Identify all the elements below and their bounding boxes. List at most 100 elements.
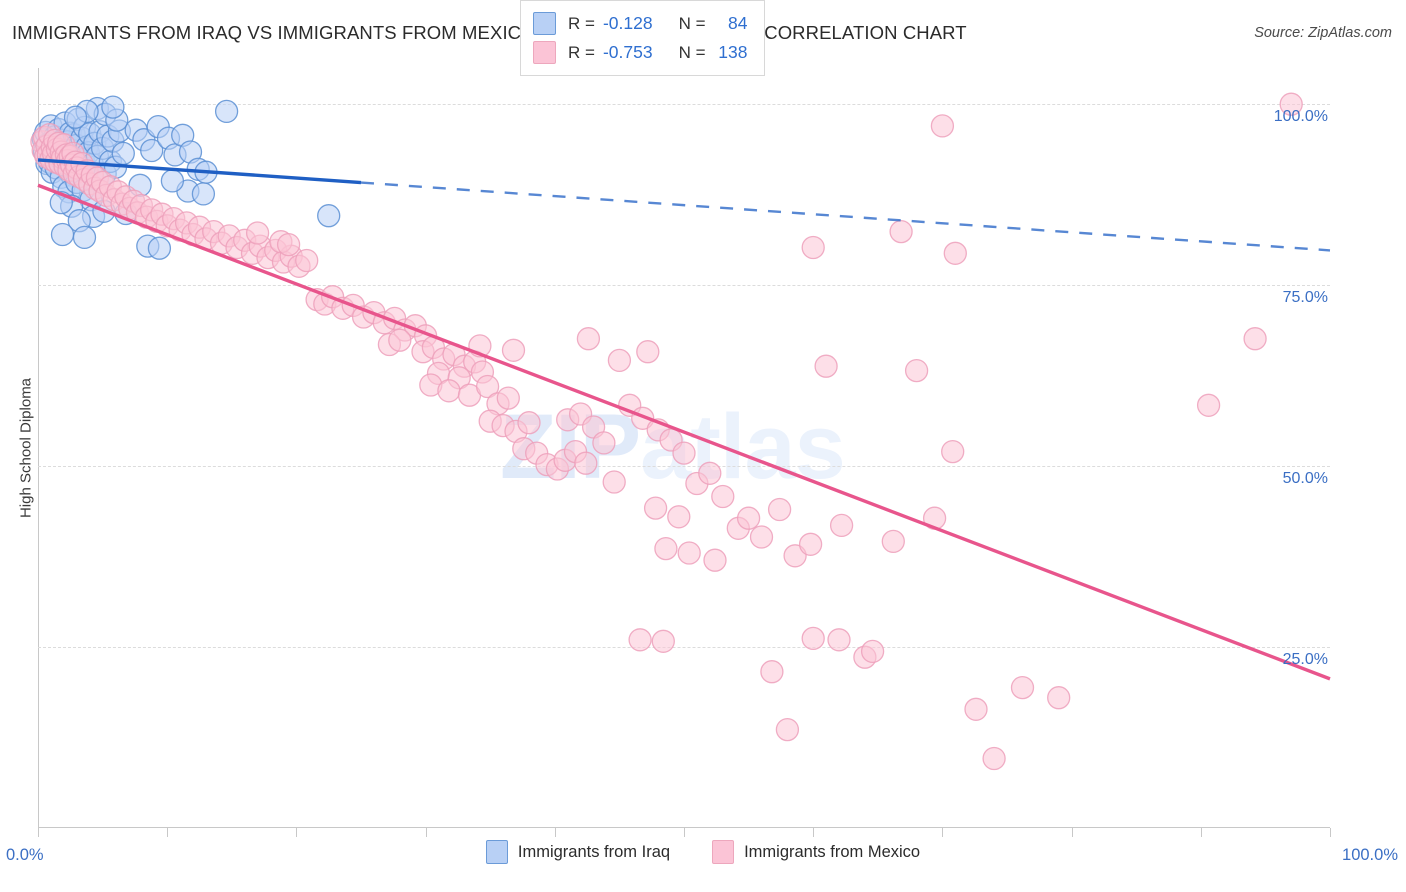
page-title: IMMIGRANTS FROM IRAQ VS IMMIGRANTS FROM …	[12, 22, 967, 43]
data-point	[783, 544, 807, 568]
data-point	[667, 505, 691, 529]
y-tick-label: 50.0%	[1282, 470, 1328, 488]
data-point	[72, 225, 97, 250]
data-point	[1010, 675, 1035, 700]
r-value-iraq: -0.128	[602, 13, 653, 33]
data-point	[245, 221, 270, 245]
x-axis-min-label: 0.0%	[6, 846, 44, 864]
data-point	[607, 348, 632, 373]
data-point	[703, 548, 727, 572]
data-point	[501, 338, 526, 362]
data-point	[628, 628, 652, 652]
data-point	[767, 497, 792, 522]
x-tick-mark	[38, 828, 39, 837]
data-point	[276, 232, 301, 257]
stats-row-iraq: R = -0.128 N = 84	[533, 9, 748, 38]
correlation-stats-box: R = -0.128 N = 84 R = -0.753 N = 138	[520, 0, 765, 76]
data-point	[711, 484, 735, 509]
data-point	[798, 532, 823, 556]
data-point	[775, 717, 800, 742]
data-point	[1196, 393, 1221, 417]
x-axis-max-label: 100.0%	[1342, 846, 1398, 864]
data-point	[592, 431, 616, 455]
data-point	[147, 236, 172, 260]
data-point	[63, 105, 88, 129]
data-point	[814, 354, 838, 378]
data-point	[943, 241, 967, 265]
legend-label-iraq: Immigrants from Iraq	[517, 842, 671, 861]
data-point	[672, 441, 696, 465]
data-point	[496, 386, 520, 410]
r-label-mexico: R =	[568, 42, 595, 62]
x-tick-mark	[684, 828, 685, 837]
swatch-iraq-icon	[533, 12, 556, 35]
n-value-iraq: 84	[728, 13, 748, 33]
y-tick-label: 100.0%	[1273, 108, 1328, 126]
x-axis-line	[38, 827, 1330, 828]
scatter-points-layer	[30, 92, 1303, 771]
data-point	[651, 629, 675, 653]
trend-line-dashed	[360, 181, 1331, 252]
x-tick-mark	[1071, 828, 1073, 837]
data-point	[1279, 92, 1303, 116]
data-point	[295, 248, 319, 273]
data-point	[1047, 686, 1071, 710]
data-point	[475, 374, 500, 399]
data-point	[827, 628, 851, 652]
data-point	[214, 99, 239, 124]
data-point	[964, 697, 988, 721]
gridline	[38, 104, 1330, 106]
legend-item-mexico[interactable]: Immigrants from Mexico	[712, 840, 920, 864]
data-point	[801, 626, 825, 651]
x-tick-mark	[942, 828, 944, 837]
data-point	[736, 506, 761, 530]
bottom-legend: Immigrants from Iraq Immigrants from Mex…	[0, 840, 1406, 864]
n-label-iraq: N =	[678, 13, 706, 33]
data-point	[930, 114, 955, 138]
data-point	[904, 358, 929, 383]
data-point	[760, 660, 784, 684]
data-point	[860, 639, 885, 664]
r-label-iraq: R =	[568, 13, 595, 33]
data-point	[643, 496, 668, 520]
legend-item-iraq[interactable]: Immigrants from Iraq	[485, 840, 671, 864]
data-point	[388, 328, 412, 352]
gridline	[38, 285, 1330, 287]
stats-row-mexico: R = -0.753 N = 138	[533, 38, 748, 67]
data-point	[677, 541, 701, 565]
data-point	[636, 340, 660, 364]
n-label-mexico: N =	[678, 42, 706, 62]
data-point	[801, 235, 825, 260]
r-value-mexico: -0.753	[602, 42, 653, 62]
x-tick-mark	[1330, 828, 1331, 837]
x-tick-mark	[1200, 828, 1202, 837]
gridline	[38, 466, 1330, 468]
source-attribution: Source: ZipAtlas.com	[1254, 25, 1392, 41]
data-point	[698, 461, 722, 485]
x-tick-mark	[296, 828, 298, 837]
y-axis-label: High School Diploma	[17, 377, 35, 519]
trend-lines-layer	[37, 158, 1331, 681]
legend-swatch-mexico-icon	[712, 840, 735, 864]
legend-swatch-iraq-icon	[485, 840, 508, 864]
x-tick-mark	[813, 828, 815, 837]
trend-line-solid	[37, 183, 1331, 681]
y-tick-label: 25.0%	[1282, 651, 1328, 669]
plot-area: High School Diploma 100.0% 75.0% 50.0% 25.0…	[18, 68, 1331, 837]
data-point	[317, 204, 341, 228]
data-point	[982, 746, 1006, 771]
data-point	[574, 451, 598, 475]
swatch-mexico-icon	[533, 41, 556, 64]
scatter-series-immigrants-from-mexico	[30, 92, 1303, 771]
x-tick-mark	[554, 828, 556, 837]
y-tick-label: 75.0%	[1282, 289, 1328, 307]
data-point	[101, 95, 125, 119]
data-point	[654, 536, 678, 561]
legend-label-mexico: Immigrants from Mexico	[744, 842, 921, 861]
data-point	[881, 529, 905, 554]
data-point	[191, 182, 216, 206]
gridline	[38, 647, 1330, 649]
data-point	[517, 411, 541, 435]
n-value-mexico: 138	[718, 42, 748, 62]
